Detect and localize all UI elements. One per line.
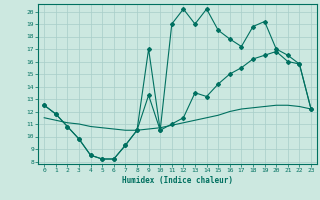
X-axis label: Humidex (Indice chaleur): Humidex (Indice chaleur) bbox=[122, 176, 233, 185]
